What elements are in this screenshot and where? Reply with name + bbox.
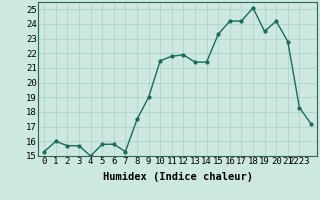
X-axis label: Humidex (Indice chaleur): Humidex (Indice chaleur) (103, 172, 252, 182)
